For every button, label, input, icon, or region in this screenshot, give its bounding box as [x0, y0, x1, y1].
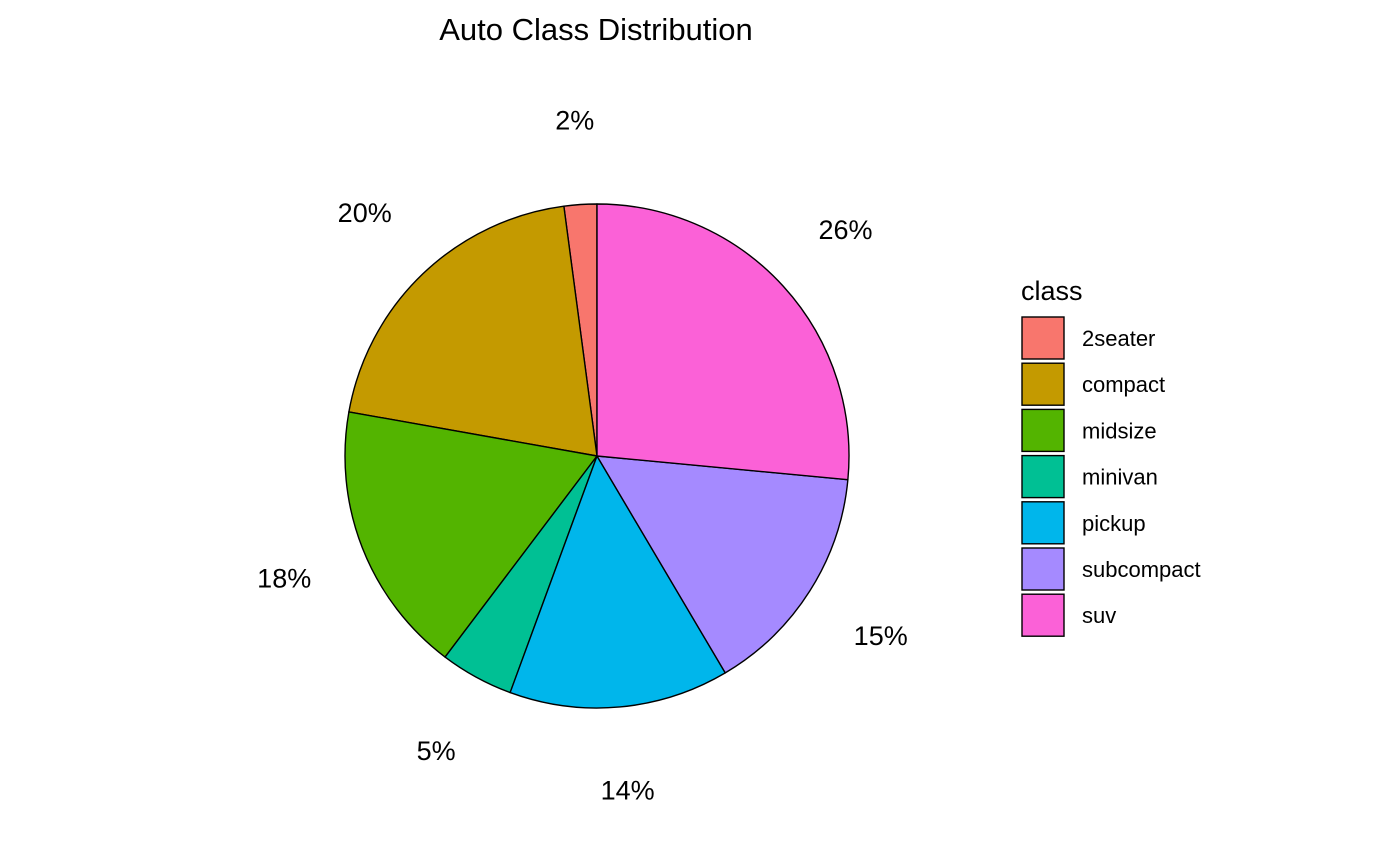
pie-label-minivan: 5% [417, 736, 456, 766]
legend-label-minivan: minivan [1082, 465, 1158, 490]
legend-label-pickup: pickup [1082, 511, 1146, 536]
legend: class 2seater compact midsize minivan pickup… [1021, 276, 1201, 637]
legend-label-compact: compact [1082, 372, 1165, 397]
pie-label-2seater: 2% [555, 106, 594, 136]
pie-slices [344, 203, 850, 709]
pie-percent-labels: 2% 20% 18% 5% 14% 15% 26% [257, 106, 908, 806]
legend-label-subcompact: subcompact [1082, 557, 1201, 582]
pie-label-compact: 20% [338, 198, 392, 228]
pie-label-subcompact: 15% [854, 621, 908, 651]
pie-slice-subcompact [596, 455, 849, 674]
legend-label-2seater: 2seater [1082, 326, 1155, 351]
legend-swatch-minivan [1021, 454, 1065, 499]
pie-slice-suv [596, 203, 850, 481]
legend-swatch-pickup [1021, 501, 1065, 545]
legend-swatch-compact [1021, 362, 1065, 406]
pie-slice-compact [348, 205, 598, 457]
pie-slice-pickup [509, 455, 726, 709]
chart-title: Auto Class Distribution [439, 12, 753, 47]
legend-label-suv: suv [1082, 603, 1116, 628]
pie-label-midsize: 18% [257, 564, 311, 594]
pie-slice-midsize [344, 411, 598, 658]
legend-swatch-2seater [1021, 316, 1065, 360]
pie-label-suv: 26% [818, 215, 872, 245]
legend-label-midsize: midsize [1082, 418, 1157, 443]
legend-swatch-subcompact [1021, 547, 1065, 591]
legend-swatch-suv [1021, 593, 1065, 637]
legend-title: class [1021, 276, 1083, 306]
pie-label-pickup: 14% [601, 776, 655, 806]
legend-swatch-midsize [1021, 408, 1065, 453]
